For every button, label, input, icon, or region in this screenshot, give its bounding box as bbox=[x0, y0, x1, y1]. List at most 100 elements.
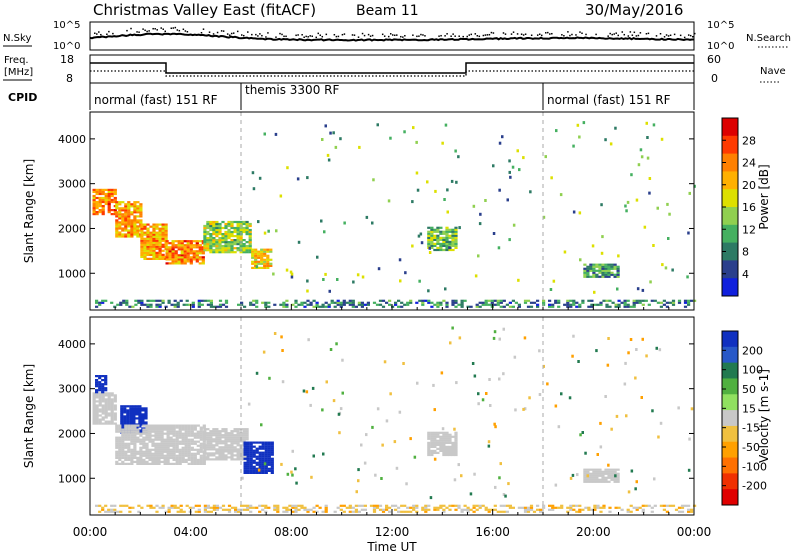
data-cell bbox=[191, 301, 195, 304]
data-cell bbox=[268, 376, 271, 380]
data-cell bbox=[427, 238, 431, 241]
data-cell bbox=[593, 303, 597, 306]
nsearch-point bbox=[257, 35, 259, 37]
data-cell bbox=[601, 478, 605, 481]
data-cell bbox=[264, 467, 268, 470]
data-cell bbox=[227, 241, 231, 244]
data-cell bbox=[227, 440, 231, 443]
nsearch-point bbox=[307, 36, 309, 38]
data-cell bbox=[472, 506, 476, 509]
data-cell bbox=[586, 468, 590, 471]
data-cell bbox=[448, 230, 452, 233]
data-cell bbox=[133, 442, 137, 445]
data-cell bbox=[360, 301, 364, 304]
data-cell bbox=[257, 254, 261, 257]
data-cell bbox=[181, 440, 185, 443]
data-cell bbox=[212, 448, 216, 451]
data-cell bbox=[448, 433, 452, 436]
data-cell bbox=[140, 223, 144, 226]
data-cell bbox=[451, 449, 455, 452]
data-cell bbox=[160, 428, 164, 431]
data-cell bbox=[175, 424, 179, 427]
data-cell bbox=[343, 221, 346, 225]
nsearch-point bbox=[613, 33, 615, 35]
data-cell bbox=[616, 476, 620, 479]
data-cell bbox=[242, 438, 246, 441]
data-cell bbox=[135, 405, 139, 408]
data-cell bbox=[267, 301, 271, 304]
colorbar-swatch bbox=[722, 441, 738, 459]
data-cell bbox=[499, 462, 502, 466]
data-cell bbox=[578, 510, 582, 513]
data-cell bbox=[592, 273, 596, 276]
data-cell bbox=[492, 336, 496, 340]
data-cell bbox=[133, 233, 137, 236]
data-cell bbox=[466, 305, 470, 308]
data-cell bbox=[246, 461, 250, 464]
data-cell bbox=[445, 445, 449, 448]
data-cell bbox=[101, 391, 105, 394]
colorbar-swatch bbox=[722, 457, 738, 474]
data-cell bbox=[139, 438, 143, 441]
data-cell bbox=[184, 448, 188, 451]
data-cell bbox=[176, 303, 180, 306]
data-cell bbox=[218, 442, 222, 445]
data-cell bbox=[291, 510, 295, 513]
data-cell bbox=[181, 448, 185, 451]
data-cell bbox=[496, 299, 500, 302]
data-cell bbox=[110, 510, 114, 513]
data-cell bbox=[354, 305, 358, 308]
data-cell bbox=[586, 275, 590, 278]
data-cell bbox=[409, 301, 413, 304]
data-cell bbox=[267, 229, 270, 233]
data-cell bbox=[236, 458, 240, 461]
data-cell bbox=[215, 233, 219, 236]
data-cell bbox=[110, 209, 114, 212]
data-cell bbox=[209, 444, 213, 447]
data-cell bbox=[264, 469, 268, 472]
data-cell bbox=[448, 242, 452, 245]
data-cell bbox=[554, 301, 558, 304]
data-cell bbox=[95, 504, 99, 507]
data-cell bbox=[124, 215, 128, 218]
data-cell bbox=[221, 436, 225, 439]
data-cell bbox=[230, 224, 234, 228]
data-cell bbox=[445, 226, 449, 229]
data-cell bbox=[315, 504, 319, 507]
data-cell bbox=[124, 428, 128, 431]
data-cell bbox=[175, 444, 179, 447]
data-cell bbox=[224, 235, 228, 238]
data-cell bbox=[209, 434, 213, 437]
data-cell bbox=[133, 454, 137, 457]
data-cell bbox=[187, 424, 191, 427]
data-cell bbox=[604, 476, 608, 479]
data-cell bbox=[240, 504, 244, 507]
data-cell bbox=[98, 200, 102, 204]
data-cell bbox=[324, 508, 328, 511]
nsearch-point bbox=[351, 34, 354, 36]
data-cell bbox=[485, 392, 488, 395]
x-tick-label: 00:00 bbox=[73, 525, 108, 539]
data-cell bbox=[113, 504, 117, 507]
data-cell bbox=[155, 233, 159, 236]
data-cell bbox=[411, 200, 414, 204]
data-cell bbox=[163, 448, 167, 451]
data-cell bbox=[477, 392, 480, 396]
data-cell bbox=[363, 508, 367, 511]
data-cell bbox=[169, 440, 173, 443]
data-cell bbox=[318, 305, 322, 308]
data-cell bbox=[445, 305, 449, 308]
data-cell bbox=[127, 456, 131, 459]
data-cell bbox=[181, 446, 185, 449]
data-cell bbox=[454, 504, 458, 507]
data-cell bbox=[578, 211, 582, 215]
nsearch-point bbox=[404, 34, 406, 37]
data-cell bbox=[472, 204, 476, 208]
data-cell bbox=[199, 438, 203, 441]
data-cell bbox=[254, 262, 258, 265]
data-cell bbox=[158, 223, 162, 226]
data-cell bbox=[591, 244, 595, 248]
data-cell bbox=[189, 250, 193, 253]
data-cell bbox=[505, 303, 509, 306]
data-cell bbox=[221, 504, 226, 507]
